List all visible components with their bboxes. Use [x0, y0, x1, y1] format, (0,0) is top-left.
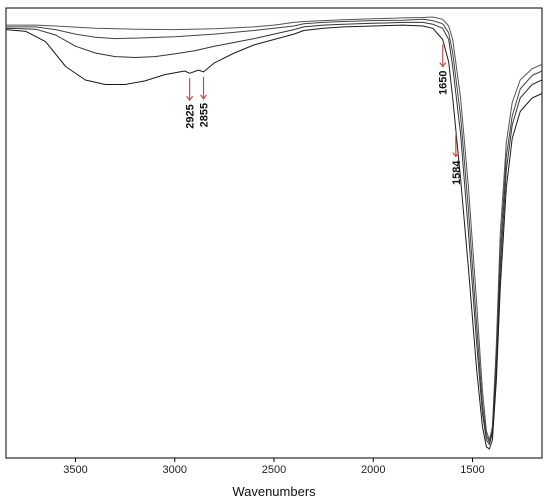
x-axis-label: Wavenumbers — [232, 484, 316, 499]
annotation-arrowhead-1584 — [452, 152, 460, 158]
annotation-label-1650: 1650 — [438, 71, 450, 95]
spectrum-line-2 — [6, 18, 543, 443]
x-axis-ticks: 3500 3000 2500 2000 1500 — [63, 458, 485, 476]
annotation-layer: 2925 2855 1650 1584 — [185, 44, 463, 185]
spectrum-line-4 — [5, 24, 543, 450]
spectrum-line-3 — [5, 21, 543, 445]
annotation-label-2925: 2925 — [185, 104, 197, 128]
annotation-arrowhead-2855 — [200, 94, 208, 100]
x-tick-label: 2500 — [262, 464, 286, 476]
spectrum-line-1 — [6, 16, 543, 441]
annotation-arrowhead-1650 — [439, 62, 447, 68]
annotation-label-1584: 1584 — [451, 160, 463, 185]
annotation-label-2855: 2855 — [199, 103, 211, 127]
series-layer — [5, 16, 543, 450]
x-tick-label: 3500 — [63, 464, 87, 476]
x-tick-label: 3000 — [162, 464, 186, 476]
plot-area-border — [5, 7, 543, 459]
x-tick-label: 1500 — [460, 464, 484, 476]
x-tick-label: 2000 — [361, 464, 385, 476]
annotation-arrowhead-2925 — [186, 95, 194, 102]
